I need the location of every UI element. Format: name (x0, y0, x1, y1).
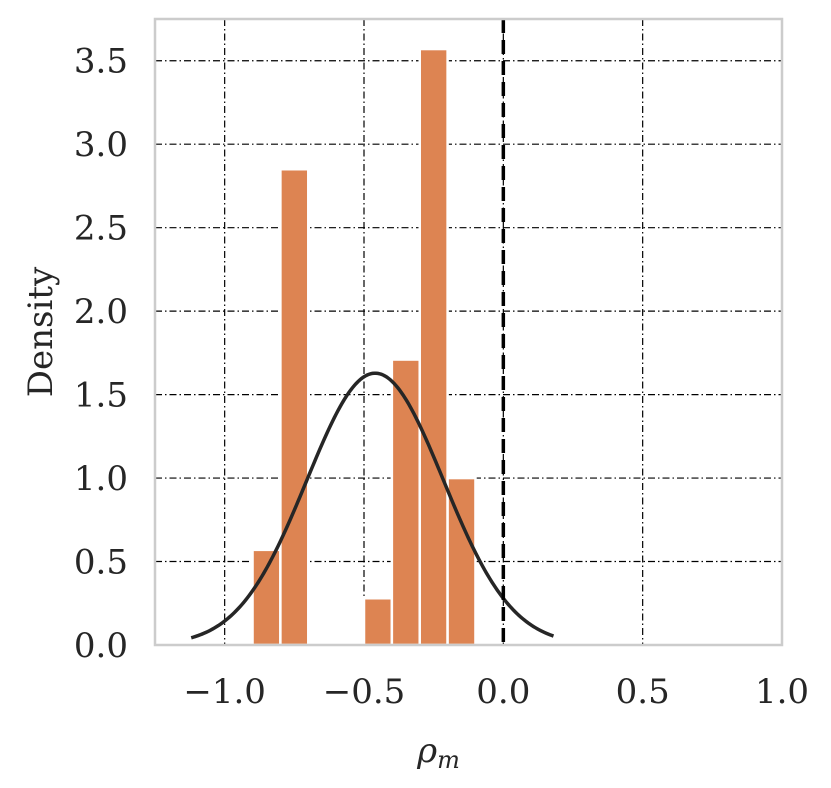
x-axis-label: ρm (416, 731, 460, 774)
plot-frame (153, 17, 784, 647)
histogram-bar (251, 548, 282, 647)
histogram-bar (362, 597, 394, 647)
y-tick-label: 2.0 (74, 292, 128, 332)
histogram-bars (251, 47, 477, 647)
histogram-bar (279, 167, 310, 647)
histogram-bar (446, 476, 477, 647)
x-axis-label-subscript: m (437, 746, 460, 774)
y-tick-label: 0.0 (74, 626, 128, 666)
y-tick-label: 1.0 (74, 459, 128, 499)
y-tick-label: 0.5 (74, 543, 128, 583)
y-tick-label: 3.0 (74, 125, 128, 165)
x-tick-label: 0.5 (616, 672, 670, 712)
y-axis-label: Density (21, 266, 61, 397)
x-axis-label-symbol: ρ (416, 731, 437, 771)
y-tick-label: 1.5 (74, 376, 128, 416)
x-tick-label: −0.5 (323, 672, 406, 712)
y-tick-labels: 0.0 0.5 1.0 1.5 2.0 2.5 3.0 3.5 (74, 42, 128, 666)
grid-lines (155, 19, 783, 645)
density-curve (190, 371, 555, 640)
x-tick-label: 0.0 (476, 672, 530, 712)
x-tick-labels: −1.0 −0.5 0.0 0.5 1.0 (183, 672, 809, 712)
x-tick-label: 1.0 (755, 672, 809, 712)
x-tick-label: −1.0 (183, 672, 266, 712)
histogram-bar (418, 47, 449, 647)
y-tick-label: 3.5 (74, 42, 128, 82)
y-tick-label: 2.5 (74, 209, 128, 249)
